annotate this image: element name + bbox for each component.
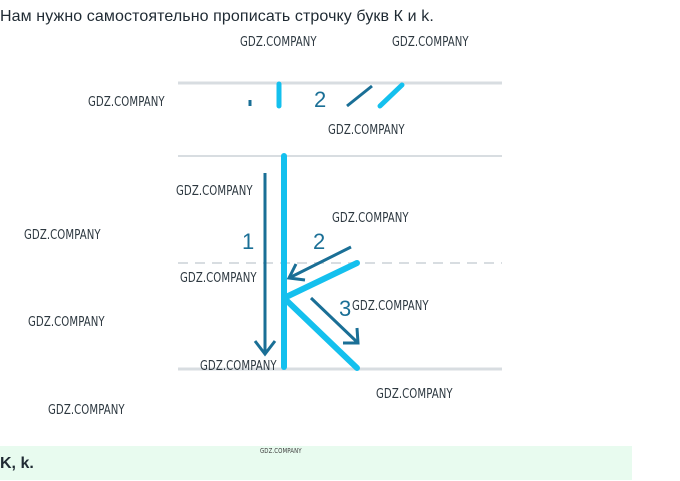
task-text: Нам нужно самостоятельно прописать строч… [0, 8, 434, 25]
watermark: GDZ.COMPANY [180, 271, 257, 286]
step-label-3: 3 [339, 296, 351, 321]
watermark: GDZ.COMPANY [200, 359, 277, 374]
watermark: GDZ.COMPANY [240, 35, 317, 50]
watermark-small: GDZ.COMPANY [260, 447, 302, 455]
arrow-2-head [286, 263, 306, 282]
arrow-3-shaft [309, 296, 359, 344]
small-letter-arm [377, 82, 405, 109]
watermark: GDZ.COMPANY [376, 387, 453, 402]
arrow-1-head [253, 340, 277, 357]
watermark: GDZ.COMPANY [88, 95, 165, 110]
letter-k-upper-arm [281, 260, 360, 301]
answer-text: K, k. [0, 455, 34, 472]
arrow-3-head [343, 327, 360, 345]
watermark: GDZ.COMPANY [28, 315, 105, 330]
step-label-2: 2 [313, 229, 325, 254]
answer-box [0, 446, 632, 480]
arrow-2-shaft [290, 245, 352, 279]
watermark: GDZ.COMPANY [24, 228, 101, 243]
watermark: GDZ.COMPANY [328, 123, 405, 138]
watermark: GDZ.COMPANY [48, 403, 125, 418]
watermark: GDZ.COMPANY [332, 211, 409, 226]
watermark: GDZ.COMPANY [392, 35, 469, 50]
watermark: GDZ.COMPANY [176, 184, 253, 199]
small-letter-arm-arrow [346, 84, 373, 108]
letter-k-lower-arm [281, 295, 360, 371]
watermark: GDZ.COMPANY [352, 299, 429, 314]
small-step-label: 2 [314, 87, 326, 112]
step-label-1: 1 [242, 229, 254, 254]
